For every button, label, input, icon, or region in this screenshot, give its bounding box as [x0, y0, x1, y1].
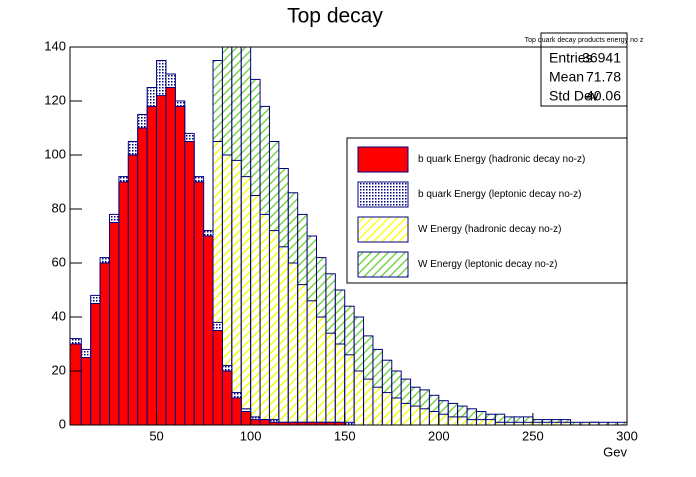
histogram-bar [306, 300, 318, 425]
histogram-bar [438, 413, 449, 425]
histogram-bar [212, 330, 223, 425]
y-tick-label: 0 [59, 416, 66, 431]
series [70, 87, 346, 425]
histogram-bar [127, 154, 139, 425]
legend-label: W Energy (leptonic decay no-z) [418, 259, 558, 270]
stats-value: 71.78 [586, 69, 621, 85]
x-tick-label: 100 [240, 428, 262, 443]
legend-swatch [357, 181, 409, 208]
histogram-bar [457, 416, 468, 425]
histogram-bar [174, 105, 186, 425]
x-tick-label: 300 [616, 428, 638, 443]
histogram-bar [268, 230, 280, 425]
histogram-bar [250, 195, 261, 425]
histogram-bar [428, 411, 440, 425]
y-tick-label: 80 [52, 200, 66, 215]
histogram-bar [240, 176, 252, 425]
histogram-bar [99, 262, 111, 425]
histogram-bar [485, 419, 496, 425]
plot-area [70, 47, 627, 425]
histogram-bar [259, 419, 270, 425]
histogram-bar [297, 284, 308, 425]
histogram-bar [419, 408, 430, 425]
chart-title: Top decay [287, 5, 383, 28]
histogram-bar [259, 213, 270, 425]
legend-swatch [357, 251, 409, 278]
legend: b quark Energy (hadronic decay no-z) b qu… [346, 137, 628, 284]
histogram-bar [278, 246, 289, 425]
y-tick-label: 140 [44, 38, 66, 53]
histogram-bar [381, 392, 393, 425]
histogram-bar [146, 105, 158, 425]
stats-label: Mean [549, 69, 584, 85]
x-tick-label: 50 [149, 428, 163, 443]
y-tick-label: 20 [52, 362, 66, 377]
histogram-bar [109, 222, 120, 425]
histogram-bar [231, 159, 242, 425]
histogram-bar [90, 303, 101, 425]
histogram-bar [80, 357, 92, 425]
axes: 0 20 40 60 80 100 120 140 50 100 150 200 250 300 [44, 38, 638, 443]
histogram-bar [184, 141, 195, 425]
histogram-bar [70, 343, 82, 425]
stats-title: Top quark decay products energy no z [525, 37, 644, 44]
stats-label: Entries [549, 50, 593, 66]
histogram-bar [231, 397, 242, 425]
y-tick-label: 60 [52, 254, 66, 269]
y-tick-label: 120 [44, 92, 66, 107]
histogram-bar [165, 87, 176, 425]
y-tick-label: 100 [44, 146, 66, 161]
histogram-bar [118, 181, 129, 425]
histogram-bar [156, 95, 167, 425]
stats-label: Std Dev [549, 88, 599, 104]
histogram-bar [466, 419, 477, 425]
histogram-bar [221, 370, 233, 425]
legend-swatch [357, 216, 409, 243]
histogram-bar [363, 378, 374, 425]
histogram-bar [316, 316, 327, 425]
legend-swatch [357, 146, 409, 173]
histogram-bar [137, 127, 148, 425]
histogram-bar [193, 181, 205, 425]
histogram-bar [447, 416, 459, 425]
histogram-bar [372, 386, 383, 425]
x-tick-label: 250 [522, 428, 544, 443]
histogram-bar [287, 262, 299, 425]
histogram-bar [250, 419, 261, 425]
histogram-bar [353, 370, 365, 425]
legend-label: b quark Energy (hadronic decay no-z) [418, 154, 585, 165]
histogram-bar [334, 343, 346, 425]
histogram-bar [391, 397, 402, 425]
series [212, 141, 600, 425]
x-axis-label: Gev [603, 444, 627, 459]
stats-box: Top quark decay products energy no z Ent… [525, 32, 644, 107]
stats-frame [540, 32, 628, 107]
stats-value: 40.06 [586, 88, 621, 104]
histogram-bar [240, 411, 252, 425]
histogram-bar [325, 332, 336, 425]
stats-value: 36941 [582, 50, 621, 66]
x-tick-label: 150 [334, 428, 356, 443]
legend-label: W Energy (hadronic decay no-z) [418, 224, 561, 235]
histogram-bar [475, 419, 487, 425]
x-tick-label: 200 [428, 428, 450, 443]
legend-label: b quark Energy (leptonic decay no-z) [418, 189, 581, 200]
histogram-bar [344, 354, 355, 425]
histogram-bar [203, 235, 214, 425]
histogram-bar [400, 402, 412, 425]
y-tick-label: 40 [52, 308, 66, 323]
histogram-bar [410, 405, 421, 425]
